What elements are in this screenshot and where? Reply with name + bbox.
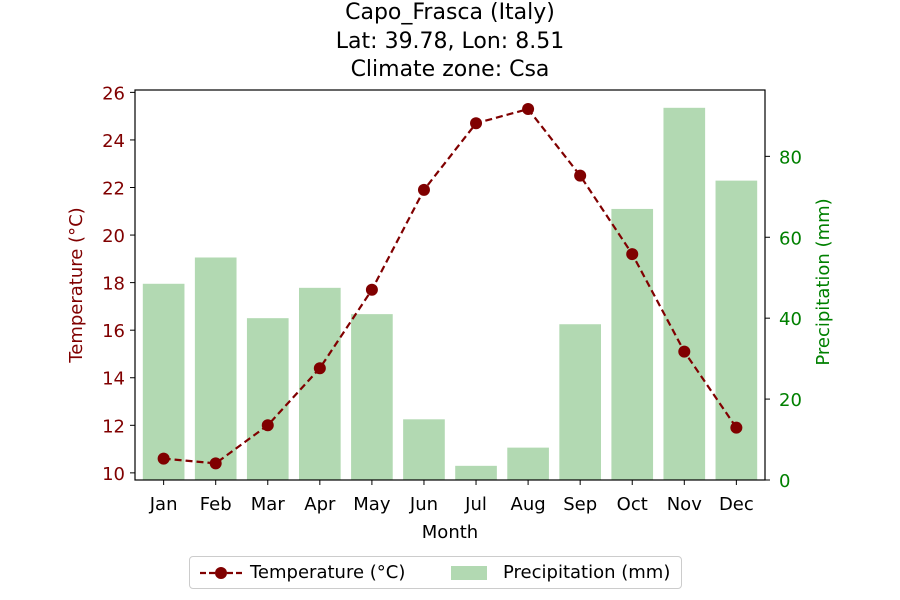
x-tick-label-jul: Jul (464, 494, 487, 515)
y-right-tick-label-20: 20 (779, 390, 802, 411)
y-right-axis-label: Precipitation (mm) (813, 198, 834, 365)
chart-title-line-3: Climate zone: Csa (350, 57, 550, 82)
legend-label-precipitation: Precipitation (mm) (503, 562, 671, 583)
precip-bar-jul (455, 465, 497, 480)
legend-swatch-precipitation (451, 565, 487, 580)
chart-title-line-2: Lat: 39.78, Lon: 8.51 (335, 29, 565, 54)
x-tick-label-aug: Aug (511, 494, 546, 515)
x-tick-label-nov: Nov (667, 494, 702, 515)
y-left-tick-label-20: 20 (102, 226, 125, 247)
y-left-tick-label-24: 24 (102, 131, 125, 152)
y-left-axis-label: Temperature (°C) (66, 207, 87, 363)
y-left-tick-label-18: 18 (102, 274, 125, 295)
chart-legend: Temperature (°C) Precipitation (mm) (189, 556, 682, 589)
y-right-tick-label-0: 0 (779, 471, 790, 492)
x-tick-label-may: May (353, 494, 391, 515)
x-tick-label-dec: Dec (719, 494, 754, 515)
legend-label-temperature: Temperature (°C) (250, 562, 406, 583)
y-left-tick-label-16: 16 (102, 321, 125, 342)
temperature-point-dec (730, 421, 743, 434)
temperature-point-jul (470, 117, 483, 130)
temperature-point-oct (626, 248, 639, 261)
legend-item-temperature: Temperature (°C) (198, 557, 405, 588)
temperature-point-apr (313, 362, 326, 375)
y-right-tick-label-40: 40 (779, 309, 802, 330)
precip-bar-jan (142, 283, 185, 480)
legend-swatch-temperature (200, 566, 242, 579)
x-tick-label-apr: Apr (304, 494, 336, 515)
temperature-point-feb (209, 457, 222, 470)
legend-item-precipitation: Precipitation (mm) (449, 557, 670, 588)
x-tick-label-oct: Oct (617, 494, 648, 515)
x-tick-label-sep: Sep (563, 494, 597, 515)
y-right-tick-label-80: 80 (779, 147, 802, 168)
precip-bar-aug (507, 447, 549, 480)
y-left-tick-label-14: 14 (102, 369, 125, 390)
temperature-point-may (365, 283, 378, 296)
precip-bar-feb (194, 257, 237, 480)
temperature-point-aug (522, 103, 535, 116)
precip-bar-dec (715, 180, 758, 480)
precip-bar-sep (559, 324, 601, 480)
temperature-line (163, 107, 738, 465)
x-axis-label: Month (422, 522, 478, 543)
y-left-tick-label-10: 10 (102, 464, 125, 485)
precip-bar-nov (663, 107, 706, 480)
precip-bar-may (351, 314, 393, 480)
x-tick-label-jun: Jun (409, 494, 438, 515)
chart-title-line-1: Capo_Frasca (Italy) (345, 0, 555, 25)
y-left-tick-label-26: 26 (102, 83, 125, 104)
y-left-tick-label-12: 12 (102, 416, 125, 437)
temperature-point-jan (157, 452, 170, 465)
precip-bar-jun (403, 419, 445, 480)
precip-bar-apr (299, 287, 341, 480)
x-tick-label-feb: Feb (200, 494, 232, 515)
plot-frame (134, 89, 766, 481)
x-tick-label-mar: Mar (251, 494, 286, 515)
y-left-tick-label-22: 22 (102, 179, 125, 200)
temperature-point-jun (417, 183, 430, 196)
x-tick-label-jan: Jan (149, 494, 178, 515)
temperature-point-mar (261, 419, 274, 432)
temperature-point-sep (574, 169, 587, 182)
precip-bar-mar (246, 318, 289, 480)
temperature-point-nov (678, 345, 691, 358)
y-right-tick-label-60: 60 (779, 228, 802, 249)
